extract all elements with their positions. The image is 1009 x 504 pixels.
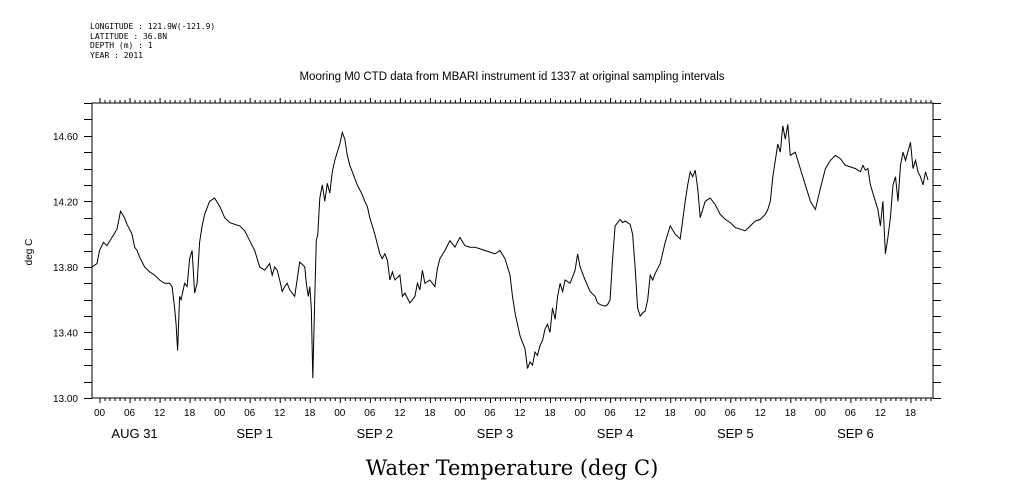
x-tick-label: 00 — [575, 408, 587, 419]
x-tick-label: 12 — [394, 408, 406, 419]
x-tick-label: 00 — [334, 408, 346, 419]
year-text: YEAR : 2011 — [90, 50, 143, 60]
x-tick-label: 06 — [605, 408, 617, 419]
y-axis-label: deg C — [24, 239, 35, 266]
x-tick-label: 12 — [274, 408, 286, 419]
x-day-label: SEP 1 — [236, 426, 273, 441]
x-tick-label: 18 — [424, 408, 436, 419]
plot-frame — [91, 102, 934, 399]
x-tick-label: 18 — [184, 408, 196, 419]
y-tick-label: 14.20 — [53, 197, 78, 208]
x-tick-label: 00 — [94, 408, 106, 419]
x-tick-label: 06 — [244, 408, 256, 419]
x-tick-label: 18 — [544, 408, 556, 419]
x-tick-label: 00 — [454, 408, 466, 419]
x-day-label: SEP 3 — [477, 426, 514, 441]
y-tick-label: 13.00 — [53, 394, 78, 405]
x-day-label: SEP 2 — [357, 426, 394, 441]
x-tick-label: 00 — [695, 408, 707, 419]
x-tick-label: 06 — [845, 408, 857, 419]
x-tick-label: 06 — [725, 408, 737, 419]
x-tick-label: 18 — [665, 408, 677, 419]
x-tick-label: 18 — [905, 408, 917, 419]
depth-text: DEPTH (m) : 1 — [90, 41, 153, 50]
station-metadata: LONGITUDE : 121.9W(-121.9) LATITUDE : 36… — [90, 22, 215, 60]
x-day-label: SEP 4 — [597, 426, 634, 441]
y-tick-label: 13.80 — [53, 263, 78, 274]
x-tick-label: 12 — [514, 408, 526, 419]
x-tick-label: 18 — [304, 408, 316, 419]
x-tick-label: 00 — [214, 408, 226, 419]
x-axis-label: Water Temperature (deg C) — [366, 456, 659, 480]
x-tick-label: 12 — [154, 408, 166, 419]
x-day-label: SEP 5 — [717, 426, 754, 441]
x-tick-label: 00 — [815, 408, 827, 419]
x-tick-label: 12 — [875, 408, 887, 419]
series-line-water-temperature — [91, 124, 929, 379]
y-tick-label: 14.60 — [53, 132, 78, 143]
x-tick-label: 06 — [484, 408, 496, 419]
x-tick-label: 06 — [124, 408, 136, 419]
x-tick-label: 18 — [785, 408, 797, 419]
longitude-text: LONGITUDE : 121.9W(-121.9) — [90, 22, 216, 31]
x-tick-label: 06 — [364, 408, 376, 419]
latitude-text: LATITUDE : 36.8N — [90, 31, 168, 41]
y-tick-label: 13.40 — [53, 328, 78, 339]
x-day-label: AUG 31 — [111, 426, 157, 441]
x-day-label: SEP 6 — [837, 426, 874, 441]
x-tick-label: 12 — [755, 408, 767, 419]
x-tick-label: 12 — [635, 408, 647, 419]
chart-title: Mooring M0 CTD data from MBARI instrumen… — [299, 71, 724, 83]
